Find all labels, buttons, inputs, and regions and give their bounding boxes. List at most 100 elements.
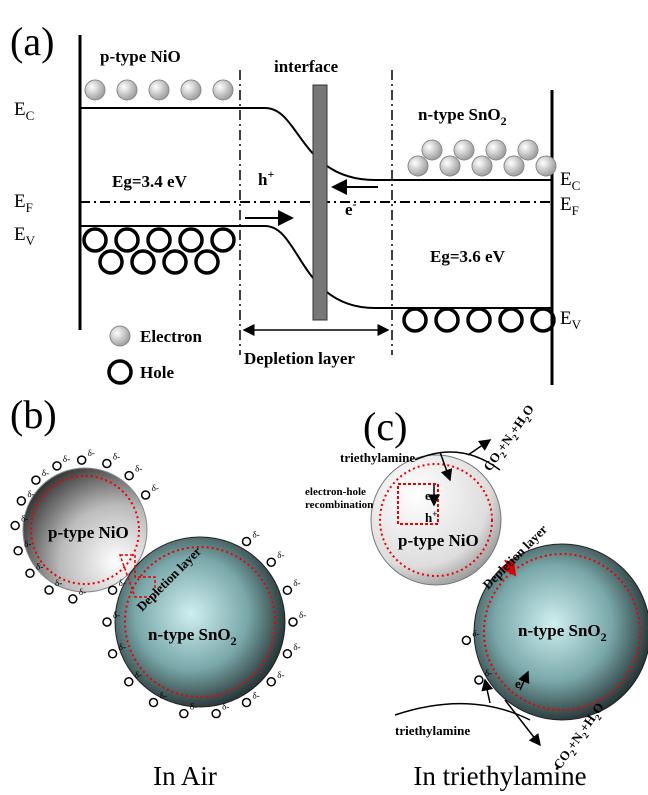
t: E — [14, 224, 26, 245]
hole — [468, 309, 490, 331]
gas: triethylamine — [395, 723, 470, 738]
charge: δ- — [222, 702, 229, 712]
oxygen-ion — [475, 676, 483, 684]
product: CO2+N2+H2O — [480, 402, 539, 476]
electron — [110, 326, 130, 346]
oxygen-ion — [125, 472, 133, 480]
electron — [181, 80, 201, 100]
charge: δ- — [36, 561, 43, 571]
charge: δ- — [113, 610, 120, 620]
hole — [212, 229, 234, 251]
charge: δ- — [253, 529, 260, 539]
charge: δ- — [277, 670, 284, 680]
electron — [440, 156, 460, 176]
t: + — [267, 167, 274, 181]
oxygen-ion — [103, 459, 111, 467]
charge: δ- — [27, 489, 34, 499]
gap: Eg=3.4 eV — [112, 172, 188, 191]
gas: triethylamine — [340, 450, 415, 465]
oxygen-ion — [69, 595, 77, 603]
t: - — [353, 197, 357, 211]
t: recombination — [305, 499, 373, 511]
oxygen-ion — [125, 678, 133, 686]
t: n-type SnO — [518, 621, 601, 640]
t: F — [572, 203, 579, 218]
oxygen-ion — [180, 710, 188, 718]
charge: δ- — [88, 448, 95, 458]
material: p-type NiO — [398, 531, 479, 550]
oxygen-ion — [17, 497, 25, 505]
t: E — [14, 191, 26, 212]
oxygen-ion — [45, 586, 53, 594]
t: E — [14, 99, 26, 120]
hole — [404, 309, 426, 331]
t: E — [560, 169, 572, 190]
oxygen-ion — [283, 650, 291, 658]
t: 2 — [501, 114, 507, 128]
material: p-type NiO — [48, 523, 129, 542]
charge: δ- — [119, 642, 126, 652]
hole — [132, 251, 154, 273]
oxygen-ion — [14, 547, 22, 555]
energy-level: EF — [560, 194, 579, 218]
carrier: e — [425, 488, 431, 503]
charge: δ- — [253, 691, 260, 701]
electron — [504, 156, 524, 176]
hole — [84, 229, 106, 251]
diagram: (a) p-type NiO interface n-type SnO2 Eg=… — [0, 0, 648, 795]
hole — [116, 229, 138, 251]
energy-level: EV — [560, 308, 582, 332]
labels: (a) p-type NiO interface n-type SnO2 Eg=… — [10, 19, 609, 791]
charge: δ- — [42, 468, 49, 478]
oxygen-ion — [243, 699, 251, 707]
t: n-type SnO — [418, 105, 501, 124]
electron — [472, 156, 492, 176]
electron — [213, 80, 233, 100]
charge: δ- — [299, 610, 306, 620]
charge: δ- — [63, 454, 70, 464]
energy-level: EC — [560, 169, 580, 193]
energy-level: EV — [14, 224, 36, 248]
electron — [85, 80, 105, 100]
t: O — [519, 402, 537, 419]
charge: δ- — [152, 483, 159, 493]
charge: δ- — [21, 514, 28, 524]
oxygen-ion — [267, 678, 275, 686]
t: n-type SnO — [148, 625, 231, 644]
t: 2 — [601, 630, 607, 644]
material: n-type SnO2 — [418, 105, 507, 128]
charge: δ- — [113, 451, 120, 461]
oxygen-ion — [26, 569, 34, 577]
energy-level: EF — [14, 191, 33, 215]
t: C — [26, 108, 35, 123]
legend: Electron — [140, 327, 203, 346]
hole — [436, 309, 458, 331]
hole — [196, 251, 218, 273]
oxygen-ion — [103, 618, 111, 626]
hole — [109, 361, 131, 383]
oxygen-ion — [212, 710, 220, 718]
charge: δ- — [135, 464, 142, 474]
oxygen-ion — [289, 618, 297, 626]
interface: interface — [274, 57, 339, 76]
charge: δ- — [55, 578, 62, 588]
oxygen-ion — [243, 537, 251, 545]
hole — [148, 229, 170, 251]
oxygen-ion — [109, 650, 117, 658]
t: - — [521, 675, 524, 685]
charge: δ- — [293, 642, 300, 652]
charge: δ- — [24, 539, 31, 549]
oxygen-ion — [462, 636, 470, 644]
charge: δ- — [293, 578, 300, 588]
panel-label: (b) — [10, 392, 57, 437]
t: E — [560, 194, 572, 215]
carrier: h+ — [258, 167, 274, 189]
charge: δ- — [485, 668, 492, 678]
electron — [536, 156, 556, 176]
electron — [518, 140, 538, 160]
panel-label: (c) — [363, 404, 407, 449]
electron — [454, 140, 474, 160]
charge: δ- — [160, 691, 167, 701]
oxygen-ion — [78, 456, 86, 464]
